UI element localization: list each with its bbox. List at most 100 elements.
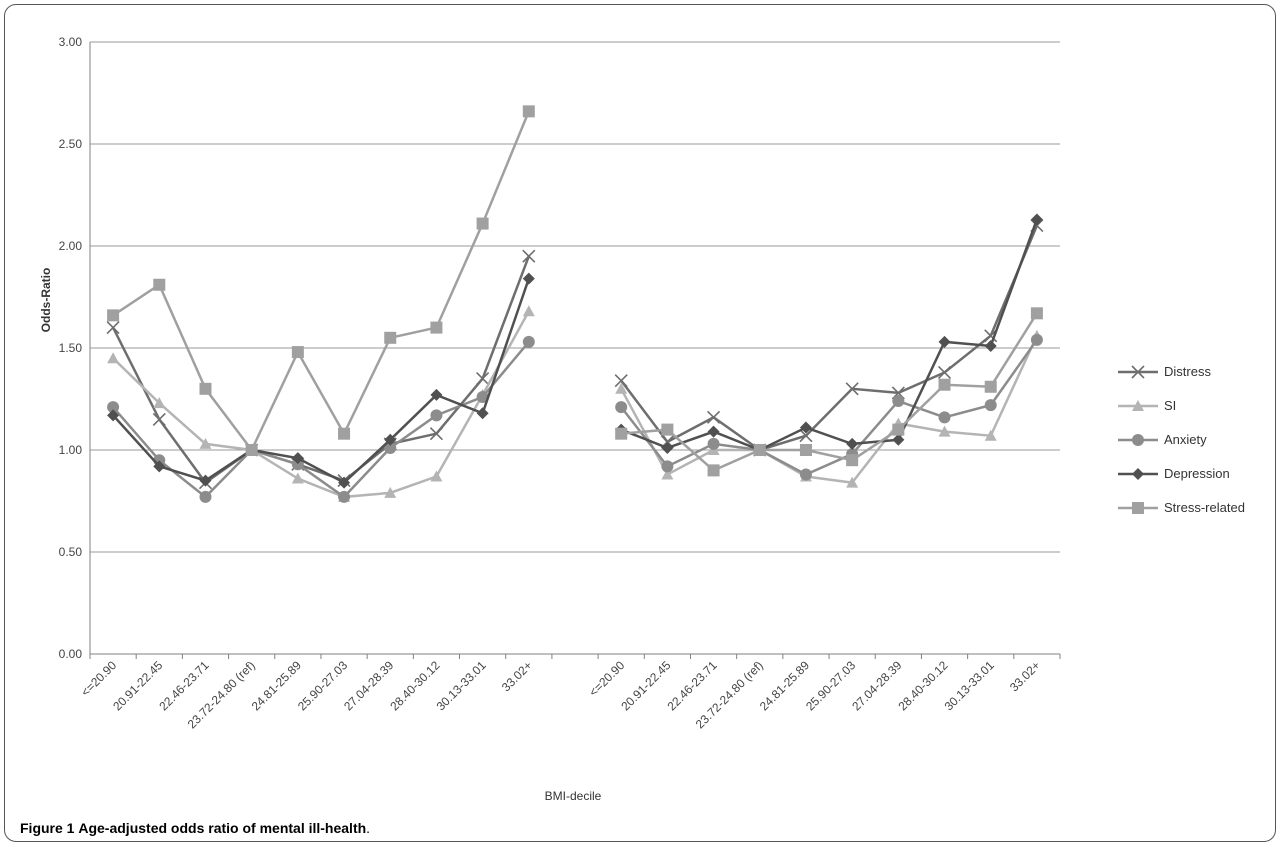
legend-item: Depression <box>1118 466 1230 481</box>
legend-label: Depression <box>1164 466 1230 481</box>
series-layer <box>106 105 1044 503</box>
data-point <box>661 468 674 480</box>
series-line <box>112 310 530 499</box>
x-tick-label: 33.02+ <box>1007 658 1043 694</box>
legend-label: Anxiety <box>1164 432 1207 447</box>
figure-caption: Figure 1 Age-adjusted odds ratio of ment… <box>20 820 371 836</box>
data-point <box>476 390 489 403</box>
series-line <box>620 219 1039 452</box>
data-point <box>430 321 443 334</box>
data-point <box>661 441 674 454</box>
x-tick-label: 30.13-33.01 <box>434 658 489 713</box>
data-point <box>430 409 443 422</box>
data-point <box>338 427 351 440</box>
y-tick-label: 0.00 <box>59 647 83 661</box>
data-point <box>845 382 859 396</box>
data-point <box>937 365 952 380</box>
data-point <box>522 249 536 263</box>
data-point <box>707 410 721 424</box>
data-point <box>938 378 951 391</box>
gridlines <box>90 41 1060 655</box>
x-axis-ticks: <=20.9020.91-22.4522.46-23.7123.72-24.80… <box>78 658 1043 731</box>
data-point <box>753 444 766 456</box>
data-point <box>938 425 951 437</box>
data-point <box>984 399 997 412</box>
legend-item: Distress <box>1118 364 1211 379</box>
data-point <box>430 388 443 401</box>
legend-item: Stress-related <box>1118 500 1245 515</box>
data-point <box>291 458 304 471</box>
legend-swatch-marker <box>1131 365 1145 379</box>
data-point <box>522 335 535 348</box>
axes <box>89 42 1061 659</box>
data-point <box>984 380 997 393</box>
data-point <box>291 452 304 465</box>
data-point <box>984 429 997 441</box>
data-point <box>106 321 120 335</box>
legend: Distress SI Anxiety Depression Stress-relate… <box>1118 364 1245 515</box>
x-tick-label: <=20.90 <box>78 658 119 699</box>
y-tick-label: 2.50 <box>59 137 83 151</box>
legend-item: Anxiety <box>1118 432 1207 447</box>
series-line <box>620 225 1039 452</box>
data-point <box>199 437 212 449</box>
data-point <box>615 401 628 414</box>
legend-swatch-marker <box>1132 468 1144 480</box>
data-point <box>799 468 812 481</box>
data-point <box>107 309 120 322</box>
data-point <box>522 272 535 285</box>
y-tick-label: 1.50 <box>59 341 83 355</box>
data-point <box>152 412 166 426</box>
series-line <box>112 341 530 499</box>
data-point <box>291 472 304 484</box>
data-point <box>199 382 212 395</box>
data-point <box>476 217 489 230</box>
data-point <box>984 339 997 352</box>
data-point <box>384 331 397 344</box>
data-point <box>615 427 628 440</box>
series-stress-related <box>107 105 1043 477</box>
data-point <box>892 423 905 436</box>
legend-swatch-marker <box>1132 434 1144 446</box>
data-point <box>338 476 351 489</box>
y-tick-label: 2.00 <box>59 239 83 253</box>
data-point <box>245 444 258 456</box>
y-tick-label: 1.00 <box>59 443 83 457</box>
data-point <box>199 490 212 503</box>
data-point <box>107 352 120 364</box>
data-point <box>892 433 905 446</box>
series-line <box>111 255 530 485</box>
legend-item: SI <box>1118 398 1176 413</box>
figure-label: Figure 1 <box>20 820 75 836</box>
legend-label: Stress-related <box>1164 500 1245 515</box>
data-point <box>892 395 905 408</box>
data-point <box>846 437 859 450</box>
series-line <box>621 312 1038 472</box>
data-point <box>384 441 397 454</box>
data-point <box>476 407 489 420</box>
data-point <box>846 454 859 467</box>
legend-swatch-marker <box>1132 502 1144 514</box>
data-point <box>522 305 535 317</box>
data-point <box>614 374 628 388</box>
figure-title: Age-adjusted odds ratio of mental ill-he… <box>78 820 367 836</box>
data-point <box>707 464 720 477</box>
data-point <box>615 382 628 394</box>
data-point <box>429 427 443 441</box>
series-anxiety <box>107 333 1043 503</box>
data-point <box>1030 333 1043 346</box>
data-point <box>153 460 166 473</box>
series-line <box>112 278 530 485</box>
x-tick-label: 30.13-33.01 <box>942 658 997 713</box>
data-point <box>153 278 166 291</box>
data-point <box>707 437 720 450</box>
data-point <box>291 346 304 359</box>
data-point <box>661 460 674 473</box>
data-point <box>799 444 812 456</box>
series-line <box>620 339 1038 476</box>
data-point <box>522 105 535 118</box>
legend-label: SI <box>1164 398 1176 413</box>
data-point <box>661 423 674 436</box>
data-point <box>107 401 120 414</box>
